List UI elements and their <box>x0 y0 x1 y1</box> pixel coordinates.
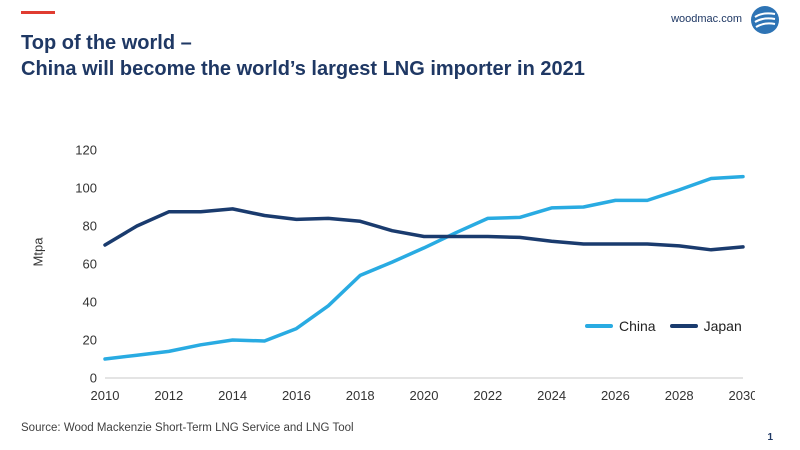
x-tick-label: 2014 <box>218 388 247 403</box>
series-line-china <box>103 174 745 361</box>
slide-title: Top of the world – China will become the… <box>21 30 585 82</box>
y-tick-label: 20 <box>83 333 97 348</box>
woodmac-url: woodmac.com <box>671 13 742 25</box>
accent-bar <box>21 11 55 14</box>
x-tick-label: 2018 <box>346 388 375 403</box>
slide-title-line2: China will become the world’s largest LN… <box>21 58 585 80</box>
slide-title-line1: Top of the world – <box>21 32 192 54</box>
legend-label-japan: Japan <box>703 318 742 334</box>
y-tick-label: 40 <box>83 295 97 310</box>
y-tick-label: 0 <box>90 371 97 386</box>
china-line-swatch <box>585 324 613 328</box>
page-number: 1 <box>767 432 773 443</box>
chart-area: 0 20 40 60 80 100 120 2010 2012 2014 2016 2018 2020 2… <box>55 138 757 408</box>
y-tick-label: 80 <box>83 219 97 234</box>
legend-item-japan: Japan <box>669 318 742 334</box>
legend-item-china: China <box>585 318 656 334</box>
x-tick-label: 2022 <box>473 388 502 403</box>
y-axis-title: Mtpa <box>30 237 46 267</box>
legend-label-china: China <box>619 318 656 334</box>
y-tick-label: 60 <box>83 257 97 272</box>
x-tick-label: 2026 <box>601 388 630 403</box>
source-text: Source: Wood Mackenzie Short-Term LNG Se… <box>21 422 354 434</box>
x-tick-label: 2028 <box>665 388 694 403</box>
x-tick-label: 2010 <box>91 388 120 403</box>
y-tick-label: 100 <box>75 181 97 196</box>
chart-canvas: 0 20 40 60 80 100 120 2010 2012 2014 2016 2018 2020 2… <box>75 143 757 404</box>
x-tick-label: 2012 <box>154 388 183 403</box>
woodmac-logo-icon <box>751 6 779 34</box>
x-tick-label: 2016 <box>282 388 311 403</box>
x-tick-label: 2024 <box>537 388 566 403</box>
series-line-japan <box>103 207 745 252</box>
x-tick-label: 2030 <box>729 388 755 403</box>
chart-legend: China Japan <box>585 318 742 334</box>
y-tick-label: 120 <box>75 143 97 158</box>
japan-line-swatch <box>669 324 698 328</box>
x-tick-label: 2020 <box>410 388 439 403</box>
